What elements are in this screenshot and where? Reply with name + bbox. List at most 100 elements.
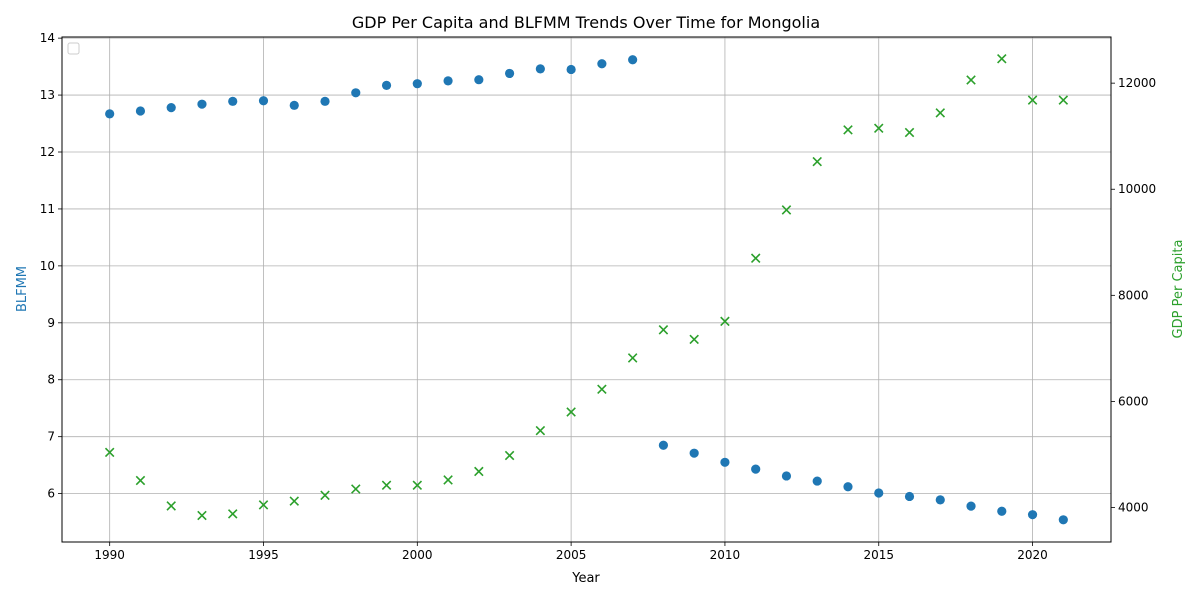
blfmm-point [105,109,115,119]
x-tick-label: 2010 [710,548,741,562]
gdp-marker-stroke [720,316,730,327]
x-tick-label: 2015 [863,548,894,562]
gdp-per-capita-point [443,475,453,485]
gdp-marker-stroke [381,480,392,491]
axis-layer: 1990 1995 2000 2005 2010 2015 2020 6 7 8 9 10 11 12 13… [40,31,1156,562]
gdp-marker-stroke [412,480,423,491]
blfmm-point [904,491,915,502]
blfmm-point [135,106,146,116]
right-y-tick-label: 10000 [1118,182,1156,196]
left-y-tick-label: 8 [47,373,55,387]
blfmm-point [997,506,1007,516]
blfmm-point [351,88,361,98]
right-y-tick-label: 12000 [1118,76,1156,90]
gdp-per-capita-point [135,475,146,486]
blfmm-point [720,457,730,467]
gdp-per-capita-point [997,53,1007,64]
gdp-per-capita-point [935,108,946,118]
gdp-per-capita-point [843,125,853,135]
gdp-per-capita-point [351,484,361,494]
grid-layer [62,37,1111,542]
gdp-marker-stroke [627,353,638,363]
gdp-per-capita-point [412,480,423,491]
blfmm-point [166,102,176,113]
blfmm-point [812,476,822,486]
gdp-per-capita-point [904,127,915,138]
right-y-axis-label: GDP Per Capita [1171,240,1186,339]
marks-layer [104,53,1069,525]
gdp-per-capita-point [566,407,576,417]
gdp-marker-stroke [935,108,946,118]
gdp-marker-stroke [1027,95,1038,105]
x-axis-label: Year [571,571,600,586]
gdp-per-capita-point [197,510,207,521]
left-y-tick-label: 12 [40,145,55,159]
gdp-per-capita-point [320,490,330,501]
x-tick-label: 1990 [94,548,125,562]
gdp-marker-stroke [689,334,699,345]
left-y-axis-label: BLFMM [15,266,30,312]
gdp-per-capita-point [658,325,669,335]
blfmm-point [781,471,792,481]
gdp-marker-stroke [504,450,515,461]
blfmm-point [966,501,976,511]
blfmm-point [412,79,422,89]
gdp-marker-stroke [997,53,1007,64]
gdp-marker-stroke [443,475,453,485]
gdp-marker-stroke [227,509,238,519]
gdp-marker-stroke [104,447,115,458]
gdp-marker-stroke [535,425,546,436]
gdp-marker-stroke [658,325,669,335]
blfmm-point [597,59,607,69]
gdp-marker-stroke [289,496,300,506]
gdp-marker-stroke [904,127,915,138]
gdp-per-capita-point [689,334,699,345]
chart-title: GDP Per Capita and BLFMM Trends Over Tim… [352,13,820,32]
gdp-per-capita-point [873,123,884,134]
blfmm-point [1058,515,1068,525]
gdp-marker-stroke [597,384,607,394]
blfmm-point [658,440,669,450]
gdp-per-capita-point [597,384,607,394]
blfmm-point [1027,510,1038,520]
left-y-tick-label: 6 [47,487,55,501]
right-y-tick-label: 8000 [1118,288,1149,302]
gdp-per-capita-point [474,466,484,477]
left-y-tick-label: 10 [40,259,55,273]
gdp-marker-stroke [873,123,884,134]
gdp-per-capita-point [781,205,792,215]
blfmm-point [381,80,392,90]
blfmm-point [566,64,576,75]
gdp-marker-stroke [750,253,761,263]
gdp-marker-stroke [1058,95,1069,105]
gdp-marker-stroke [966,75,976,85]
gdp-marker-stroke [474,466,484,477]
x-tick-label: 2005 [556,548,587,562]
gdp-per-capita-point [166,501,176,511]
blfmm-point [751,464,761,474]
blfmm-point [628,55,638,65]
x-tick-label: 1995 [248,548,279,562]
blfmm-point [443,76,453,86]
blfmm-point [504,68,515,79]
left-y-tick-label: 9 [47,316,55,330]
blfmm-point [474,75,484,85]
right-y-tick-label: 6000 [1118,394,1149,408]
gdp-marker-stroke [135,475,146,486]
plot-frame [61,36,1112,543]
gdp-per-capita-point [289,496,300,506]
blfmm-point [289,100,299,110]
blfmm-point [258,96,269,106]
right-y-tick-label: 4000 [1118,501,1149,515]
gdp-per-capita-point [381,480,392,491]
blfmm-point [935,495,945,505]
gdp-marker-stroke [351,484,361,494]
left-y-tick-label: 11 [40,202,55,216]
gdp-marker-stroke [812,156,822,167]
gdp-per-capita-point [1027,95,1038,105]
gdp-marker-stroke [166,501,176,511]
gdp-per-capita-point [750,253,761,263]
gdp-per-capita-point [720,316,730,327]
